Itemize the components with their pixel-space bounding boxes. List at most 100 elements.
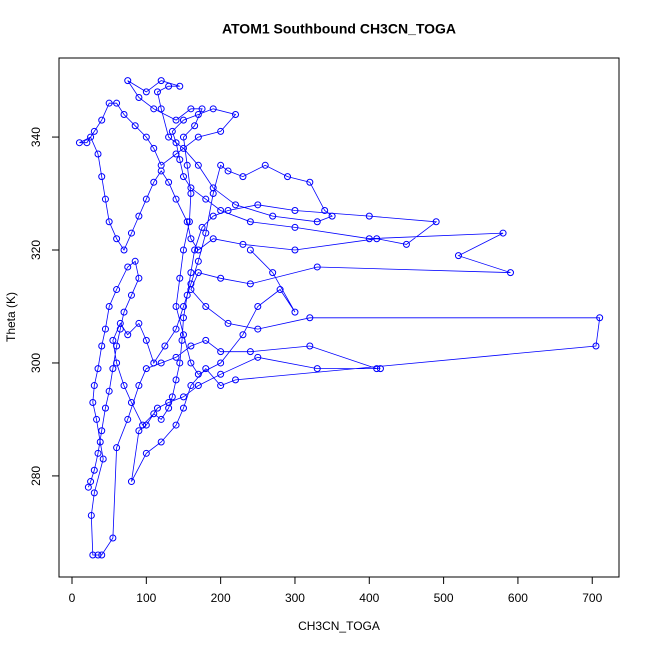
point — [194, 133, 202, 141]
point — [194, 257, 202, 265]
point — [179, 331, 187, 339]
point — [99, 455, 107, 463]
point — [187, 190, 195, 198]
point — [291, 246, 299, 254]
x-tick-label: 600 — [508, 591, 528, 605]
point — [153, 404, 161, 412]
point — [105, 218, 113, 226]
point — [202, 365, 210, 373]
point — [98, 427, 106, 435]
point — [246, 246, 254, 254]
point — [150, 410, 158, 418]
point — [124, 77, 132, 85]
point — [109, 336, 117, 344]
point — [135, 382, 143, 390]
point — [202, 336, 210, 344]
point — [179, 133, 187, 141]
point — [202, 302, 210, 310]
point — [432, 218, 440, 226]
point — [187, 342, 195, 350]
point — [127, 229, 135, 237]
point — [306, 342, 314, 350]
point — [183, 161, 191, 169]
point — [179, 393, 187, 401]
x-tick-label: 100 — [136, 591, 156, 605]
point — [142, 449, 150, 457]
point — [365, 212, 373, 220]
point — [127, 398, 135, 406]
point — [120, 382, 128, 390]
point — [124, 415, 132, 423]
y-axis-label: Theta (K) — [4, 292, 18, 342]
point — [194, 370, 202, 378]
point — [217, 348, 225, 356]
point — [94, 551, 102, 559]
point — [139, 421, 147, 429]
point — [109, 365, 117, 373]
point — [157, 77, 165, 85]
chart-title: ATOM1 Southbound CH3CN_TOGA — [222, 21, 456, 37]
point — [90, 489, 98, 497]
point — [284, 173, 292, 181]
point — [150, 105, 158, 113]
point — [142, 421, 150, 429]
point — [157, 105, 165, 113]
point — [172, 195, 180, 203]
point — [120, 110, 128, 118]
point — [187, 269, 195, 277]
point — [176, 156, 184, 164]
point — [254, 201, 262, 209]
point — [246, 348, 254, 356]
point — [153, 88, 161, 96]
x-tick-label: 400 — [359, 591, 379, 605]
point — [90, 382, 98, 390]
point — [194, 269, 202, 277]
point — [172, 116, 180, 124]
point — [157, 438, 165, 446]
point — [232, 201, 240, 209]
point — [246, 280, 254, 288]
point — [98, 116, 106, 124]
point — [179, 302, 187, 310]
point — [254, 353, 262, 361]
point — [454, 252, 462, 260]
point — [101, 325, 109, 333]
point — [157, 167, 165, 175]
point — [506, 269, 514, 277]
point — [157, 415, 165, 423]
point — [246, 218, 254, 226]
point — [98, 173, 106, 181]
x-tick-label: 200 — [211, 591, 231, 605]
point — [87, 133, 95, 141]
point — [291, 223, 299, 231]
point — [131, 122, 139, 130]
point — [176, 82, 184, 90]
point — [183, 291, 191, 299]
point — [113, 286, 121, 294]
point — [209, 105, 217, 113]
point — [376, 365, 384, 373]
point — [239, 240, 247, 248]
point — [150, 359, 158, 367]
point — [239, 173, 247, 181]
point — [113, 342, 121, 350]
point — [127, 478, 135, 486]
point — [135, 319, 143, 327]
point — [142, 88, 150, 96]
point — [596, 314, 604, 322]
point — [592, 342, 600, 350]
point — [127, 291, 135, 299]
point — [93, 415, 101, 423]
point — [328, 212, 336, 220]
point — [291, 308, 299, 316]
point — [142, 133, 150, 141]
point — [176, 274, 184, 282]
point — [87, 511, 95, 519]
point — [313, 263, 321, 271]
point — [321, 206, 329, 214]
point — [224, 319, 232, 327]
point — [191, 122, 199, 130]
y-tick-label: 340 — [29, 127, 43, 147]
point — [94, 449, 102, 457]
